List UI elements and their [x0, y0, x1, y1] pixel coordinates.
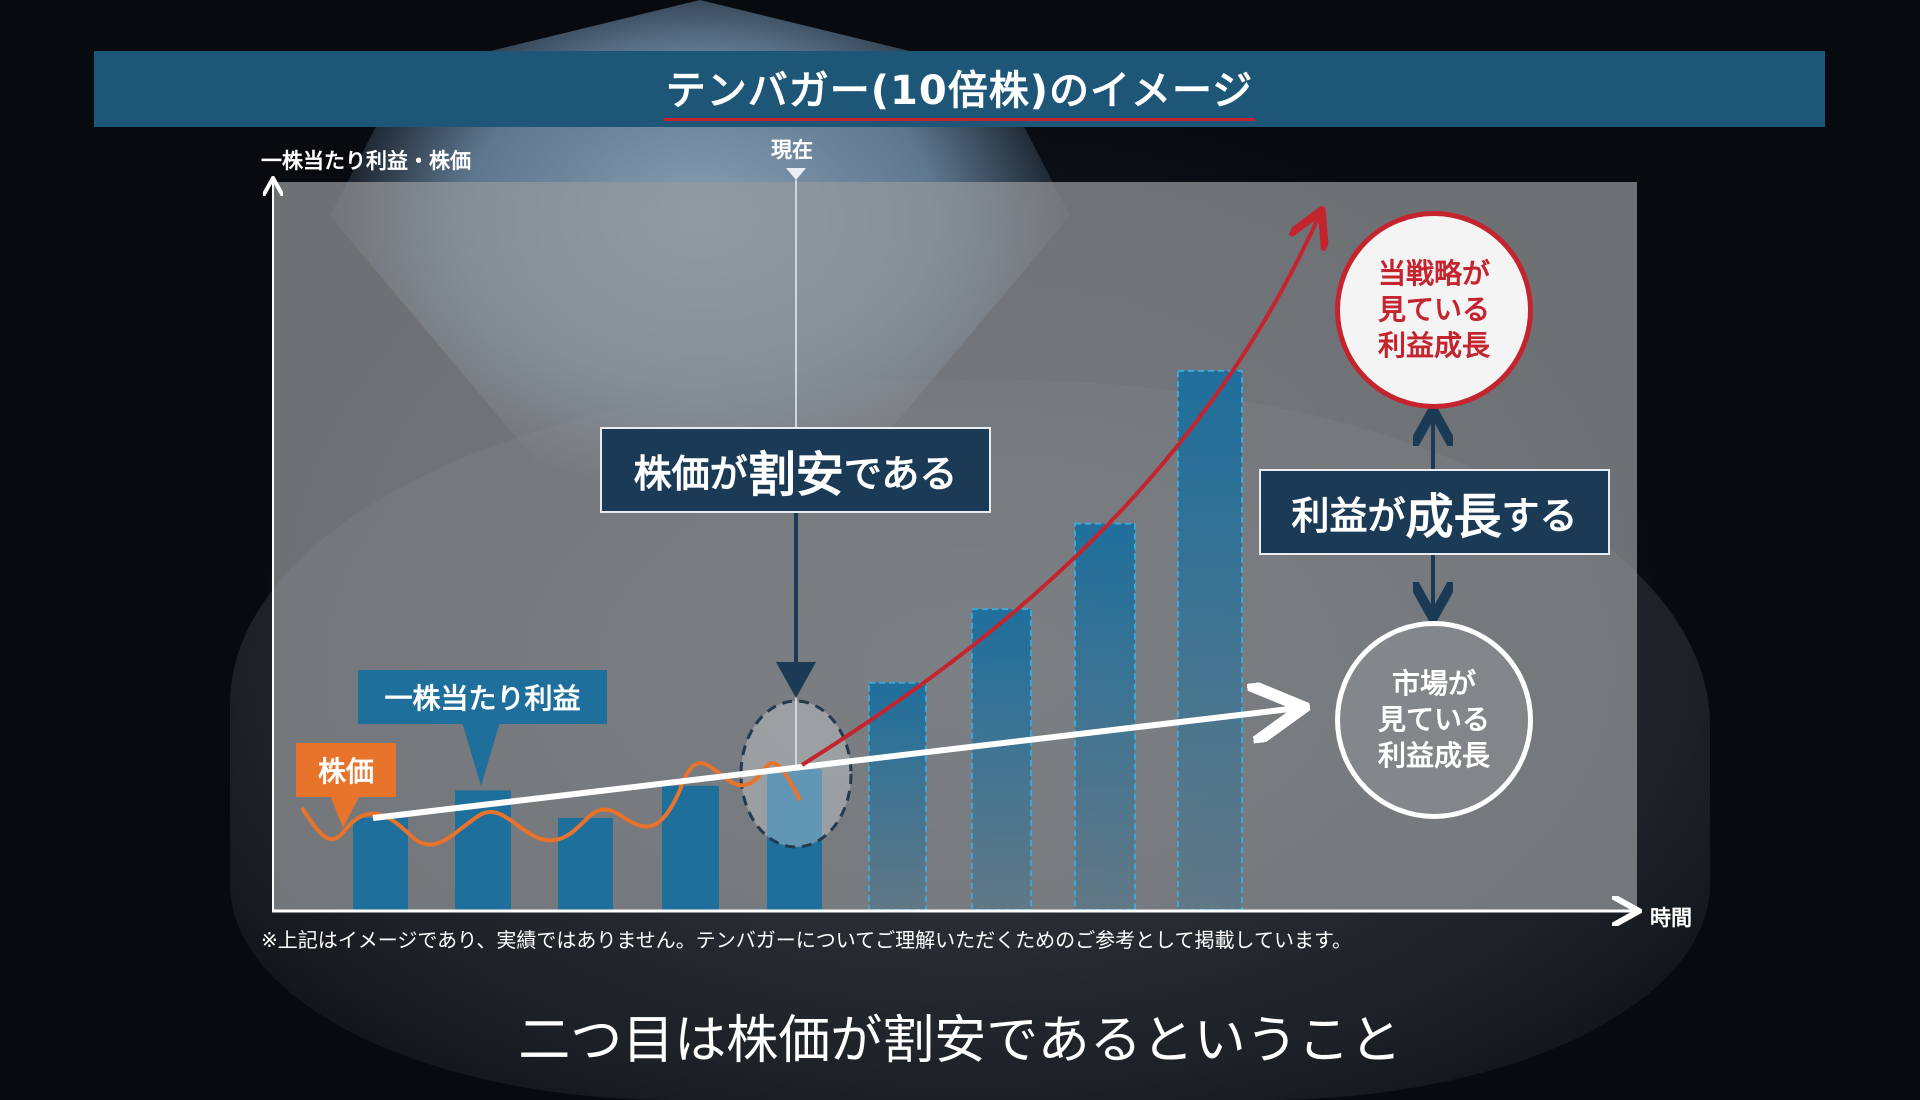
circle-line: 当戦略が: [1377, 257, 1490, 290]
market-growth-arrow: [372, 708, 1298, 821]
growth-text-c: する: [1501, 493, 1578, 538]
price-callout-pointer: [330, 795, 360, 828]
price-line: [300, 761, 802, 847]
y-axis-label: 一株当たり利益・株価: [261, 149, 471, 173]
circle-line: 利益成長: [1377, 329, 1490, 362]
market-growth-circle: 市場が 見ている 利益成長: [1335, 621, 1533, 819]
x-axis-label: 時間: [1650, 906, 1692, 930]
growth-text-b: 成長: [1405, 489, 1502, 545]
projected-eps-bar: [1177, 369, 1243, 911]
circle-line: 利益成長: [1377, 739, 1490, 772]
projected-eps-bar: [868, 681, 927, 912]
projected-eps-bar: [971, 608, 1032, 911]
circle-line: 見ている: [1377, 703, 1490, 736]
undervalued-text-b: 割安: [747, 447, 844, 503]
undervalued-box: 株価が 割安 である: [600, 427, 991, 513]
growth-box: 利益が 成長 する: [1259, 469, 1610, 555]
undervalued-text-c: である: [843, 451, 958, 496]
price-callout: 株価: [296, 743, 396, 797]
circle-line: 見ている: [1377, 293, 1490, 326]
undervalued-text-a: 株価が: [633, 451, 748, 496]
now-marker-icon: [786, 168, 806, 180]
projected-eps-bar: [1074, 522, 1136, 911]
title-bar: テンバガー(10倍株)のイメージ: [94, 51, 1825, 127]
subtitle-caption: 二つ目は株価が割安であるということ: [518, 1011, 1402, 1071]
eps-bar: [455, 790, 511, 910]
growth-text-a: 利益が: [1291, 493, 1406, 538]
footnote: ※上記はイメージであり、実績ではありません。テンバガーについてご理解いただくため…: [261, 928, 1352, 952]
eps-bar: [353, 818, 408, 910]
now-label: 現在: [771, 138, 813, 162]
strategy-growth-circle: 当戦略が 見ている 利益成長: [1335, 211, 1533, 409]
eps-callout-pointer: [462, 722, 500, 786]
circle-line: 市場が: [1391, 667, 1476, 700]
eps-callout: 一株当たり利益: [358, 670, 607, 724]
strategy-growth-arrow: [800, 214, 1320, 767]
undervalued-highlight: [739, 699, 853, 849]
eps-bar: [558, 818, 613, 910]
page-title: テンバガー(10倍株)のイメージ: [663, 58, 1256, 121]
